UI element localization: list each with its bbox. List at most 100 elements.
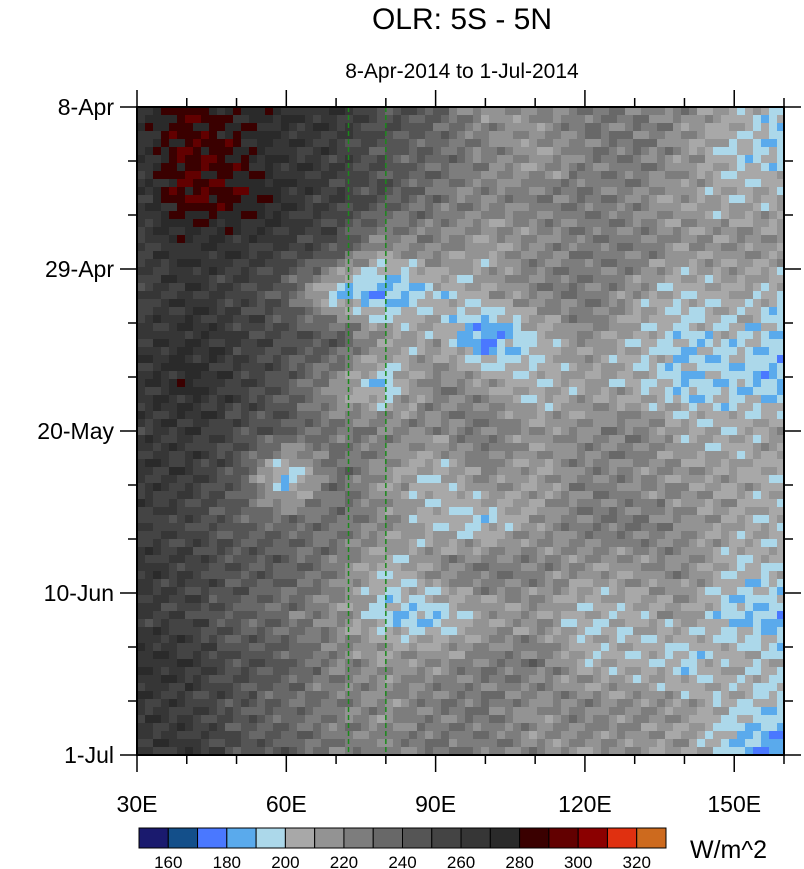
contour-cell	[177, 435, 186, 444]
contour-cell	[281, 275, 290, 284]
contour-cell	[161, 291, 170, 300]
contour-cell	[769, 155, 778, 164]
contour-cell	[489, 587, 498, 596]
contour-cell	[561, 363, 570, 372]
contour-cell	[641, 499, 650, 508]
contour-cell	[209, 523, 218, 532]
contour-cell	[697, 315, 706, 324]
contour-cell	[337, 547, 346, 556]
contour-cell	[305, 339, 314, 348]
contour-cell	[673, 251, 682, 260]
contour-cell	[569, 539, 578, 548]
contour-cell	[369, 171, 378, 180]
contour-cell	[761, 555, 770, 564]
contour-cell	[697, 235, 706, 244]
contour-cell	[585, 347, 594, 356]
contour-cell	[409, 275, 418, 284]
contour-cell	[257, 179, 266, 188]
contour-cell	[657, 523, 666, 532]
contour-cell	[265, 139, 274, 148]
contour-cell	[745, 531, 754, 540]
contour-cell	[649, 403, 658, 412]
contour-cell	[617, 555, 626, 564]
contour-cell	[217, 331, 226, 340]
contour-cell	[577, 115, 586, 124]
contour-cell	[401, 547, 410, 556]
contour-cell	[553, 291, 562, 300]
contour-cell	[441, 187, 450, 196]
contour-cell	[617, 187, 626, 196]
contour-cell	[609, 235, 618, 244]
contour-cell	[673, 315, 682, 324]
contour-cell	[361, 331, 370, 340]
contour-cell	[593, 155, 602, 164]
contour-cell	[529, 115, 538, 124]
contour-cell	[665, 267, 674, 276]
contour-cell	[433, 139, 442, 148]
contour-cell	[713, 571, 722, 580]
contour-cell	[729, 467, 738, 476]
contour-cell	[361, 147, 370, 156]
contour-cell	[497, 395, 506, 404]
contour-cell	[169, 491, 178, 500]
contour-cell	[161, 267, 170, 276]
contour-cell	[537, 275, 546, 284]
contour-cell	[433, 267, 442, 276]
contour-cell	[585, 203, 594, 212]
contour-cell	[473, 283, 482, 292]
contour-cell	[377, 547, 386, 556]
contour-cell	[769, 299, 778, 308]
contour-cell	[265, 171, 274, 180]
contour-cell	[137, 491, 146, 500]
contour-cell	[529, 563, 538, 572]
contour-cell	[441, 419, 450, 428]
contour-cell	[497, 235, 506, 244]
contour-cell	[521, 123, 530, 132]
contour-cell	[241, 259, 250, 268]
contour-cell	[649, 155, 658, 164]
contour-cell	[505, 435, 514, 444]
contour-cell	[241, 587, 250, 596]
contour-cell	[729, 547, 738, 556]
contour-cell	[761, 331, 770, 340]
contour-cell	[593, 355, 602, 364]
contour-cell	[705, 195, 714, 204]
contour-cell	[169, 515, 178, 524]
contour-cell	[529, 467, 538, 476]
contour-cell	[161, 171, 170, 180]
contour-cell	[249, 579, 258, 588]
contour-cell	[689, 403, 698, 412]
contour-cell	[265, 163, 274, 172]
contour-cell	[353, 211, 362, 220]
contour-cell	[617, 499, 626, 508]
contour-cell	[745, 571, 754, 580]
contour-cell	[417, 107, 426, 116]
contour-cell	[617, 587, 626, 596]
contour-cell	[553, 499, 562, 508]
contour-cell	[441, 427, 450, 436]
contour-cell	[697, 571, 706, 580]
contour-cell	[553, 227, 562, 236]
contour-cell	[369, 251, 378, 260]
contour-cell	[353, 339, 362, 348]
contour-cell	[433, 467, 442, 476]
contour-cell	[313, 379, 322, 388]
contour-cell	[417, 371, 426, 380]
contour-cell	[185, 179, 194, 188]
contour-cell	[257, 379, 266, 388]
contour-cell	[673, 355, 682, 364]
contour-cell	[489, 179, 498, 188]
contour-cell	[305, 427, 314, 436]
contour-cell	[329, 163, 338, 172]
contour-cell	[497, 563, 506, 572]
contour-cell	[721, 467, 730, 476]
contour-cell	[545, 323, 554, 332]
contour-cell	[385, 235, 394, 244]
contour-cell	[409, 339, 418, 348]
contour-cell	[673, 387, 682, 396]
contour-cell	[233, 403, 242, 412]
contour-cell	[617, 539, 626, 548]
contour-cell	[257, 139, 266, 148]
contour-cell	[593, 283, 602, 292]
contour-cell	[209, 283, 218, 292]
